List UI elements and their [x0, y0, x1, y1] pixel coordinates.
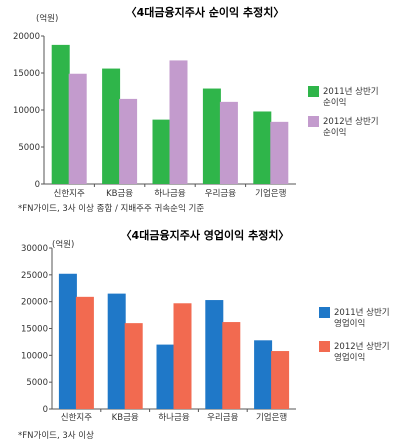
bar-2-3: [169, 60, 188, 184]
category-label: 하나금융: [158, 412, 189, 423]
y-tick-label: 10000: [13, 106, 40, 116]
operating-profit-bar-chart: 〈4대금융지주사 영업이익 추정치〉 (억원) *FN가이드, 3사 이상 0 5…: [18, 228, 390, 441]
chart-net-profit: 〈4대금융지주사 순이익 추정치〉 (억원) *FN가이드, 3사 이상 종합 …: [0, 0, 400, 222]
category-label: 우리금융: [207, 413, 238, 423]
category-label: 신한지주: [54, 189, 85, 199]
y-tick-label: 10000: [21, 351, 48, 361]
legend-swatch: [308, 86, 319, 97]
legend-swatch: [319, 341, 330, 352]
bar-2-1: [75, 296, 94, 409]
bar-2-1: [68, 73, 87, 184]
net-profit-bar-chart: 〈4대금융지주사 순이익 추정치〉 (억원) *FN가이드, 3사 이상 종합 …: [13, 5, 379, 214]
chart-title: 〈4대금융지주사 영업이익 추정치〉: [121, 228, 290, 242]
y-tick-label: 30000: [21, 244, 48, 254]
category-label: 하나금융: [154, 188, 185, 199]
unit-label: (억원): [52, 239, 74, 250]
legend-label: 2011년 상반기: [323, 86, 379, 97]
bar-2-3: [173, 303, 192, 409]
bar-1-5: [254, 340, 273, 409]
footnote: *FN가이드, 3사 이상: [18, 430, 94, 441]
category-label: KB금융: [112, 413, 139, 423]
bar-1-3: [156, 344, 175, 409]
legend-label: 영업이익: [334, 318, 365, 329]
bar-1-5: [253, 111, 272, 184]
bar-2-5: [271, 351, 290, 409]
bar-2-4: [219, 101, 238, 184]
legend-label: 2011년 상반기: [334, 307, 390, 318]
bar-1-1: [51, 44, 70, 184]
bar-2-4: [222, 322, 241, 409]
bar-1-1: [58, 273, 77, 409]
bar-1-4: [202, 88, 221, 184]
chart-title: 〈4대금융지주사 순이익 추정치〉: [126, 5, 285, 19]
y-tick-label: 15000: [21, 325, 48, 335]
y-tick-label: 0: [35, 180, 40, 190]
legend-label: 2012년 상반기: [334, 341, 390, 352]
category-label: 우리금융: [205, 189, 236, 199]
legend-label: 2012년 상반기: [323, 116, 379, 127]
legend-label: 순이익: [323, 127, 346, 138]
category-label: KB금융: [106, 189, 133, 199]
bar-1-3: [152, 119, 171, 184]
y-tick-label: 25000: [21, 271, 48, 281]
bar-2-2: [119, 98, 138, 184]
unit-label: (억원): [36, 13, 58, 24]
bar-1-2: [102, 68, 121, 184]
y-tick-label: 5000: [18, 143, 40, 153]
y-tick-label: 20000: [13, 32, 40, 42]
y-tick-label: 15000: [13, 69, 40, 79]
bar-2-5: [270, 121, 289, 184]
y-tick-label: 5000: [26, 378, 48, 388]
footnote: *FN가이드, 3사 이상 종합 / 지배주주 귀속순익 기준: [18, 203, 204, 214]
legend-label: 순이익: [323, 97, 346, 108]
y-tick-label: 20000: [21, 298, 48, 308]
legend-swatch: [308, 116, 319, 127]
bar-2-2: [124, 323, 143, 409]
legend-swatch: [319, 307, 330, 318]
category-label: 기업은행: [256, 412, 287, 423]
y-tick-label: 0: [43, 405, 48, 415]
category-label: 신한지주: [61, 413, 92, 423]
chart-operating-profit: 〈4대금융지주사 영업이익 추정치〉 (억원) *FN가이드, 3사 이상 0 5…: [0, 223, 400, 447]
legend-label: 영업이익: [334, 352, 365, 363]
category-label: 기업은행: [255, 188, 286, 199]
bar-1-4: [205, 300, 224, 409]
bar-1-2: [107, 293, 126, 409]
